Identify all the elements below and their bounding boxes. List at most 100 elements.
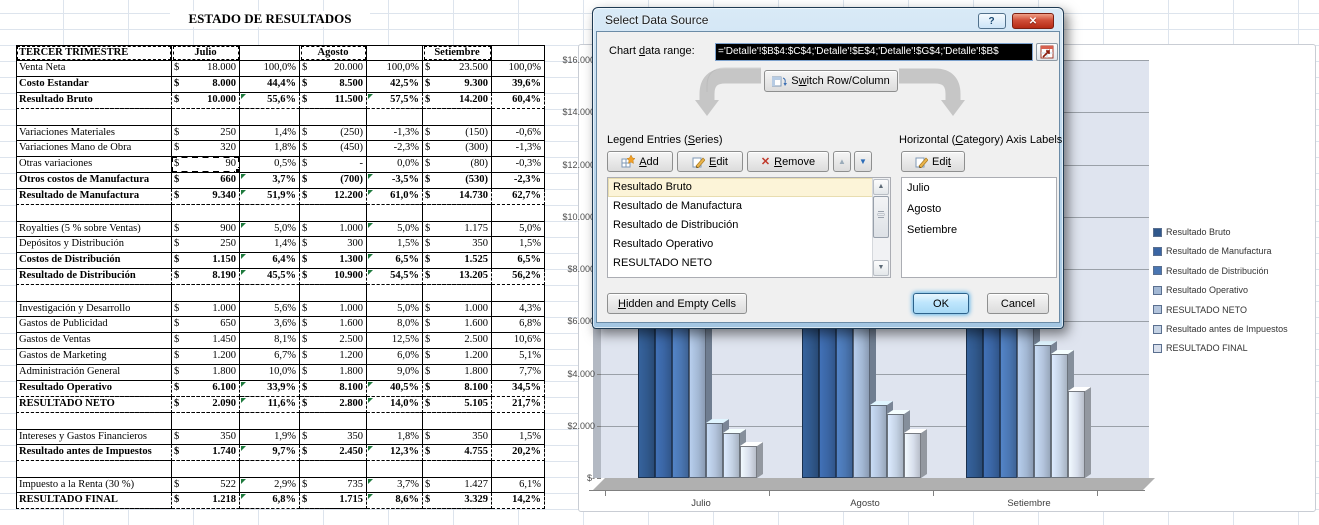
close-icon[interactable]: ✕	[1012, 12, 1054, 29]
chart-data-range-input[interactable]: ='Detalle'!$B$4:$C$4;'Detalle'!$E$4;'Det…	[715, 43, 1033, 61]
table-cell[interactable]: 60,4%	[492, 93, 545, 109]
table-cell[interactable]: $20.000	[300, 61, 367, 77]
table-cell[interactable]	[16, 285, 172, 301]
table-cell[interactable]	[492, 205, 545, 221]
table-cell[interactable]: 0,0%	[367, 157, 423, 173]
chart-bar-7-Setiembre[interactable]	[1068, 391, 1085, 478]
table-cell[interactable]: $1.450	[172, 333, 240, 349]
table-cell[interactable]: $14.200	[423, 93, 492, 109]
table-cell[interactable]: Gastos de Ventas	[16, 333, 172, 349]
table-cell[interactable]	[423, 413, 492, 429]
table-cell[interactable]: 45,5%	[240, 269, 300, 285]
chart-bar-7-Agosto[interactable]	[904, 433, 921, 478]
table-cell[interactable]	[172, 285, 240, 301]
table-cell[interactable]: 6,5%	[492, 253, 545, 269]
table-cell[interactable]: $12.200	[300, 189, 367, 205]
legend-item[interactable]: Resultado Operativo	[1153, 283, 1311, 297]
table-cell[interactable]: $ (150)	[423, 125, 492, 141]
table-cell[interactable]: 1,8%	[367, 429, 423, 445]
table-cell[interactable]: 1,5%	[492, 429, 545, 445]
table-cell[interactable]: $8.100	[423, 381, 492, 397]
table-cell[interactable]: Resultado Bruto	[16, 93, 172, 109]
table-cell[interactable]: 100,0%	[492, 61, 545, 77]
table-cell[interactable]: 6,1%	[492, 477, 545, 493]
table-cell[interactable]: 5,0%	[367, 301, 423, 317]
legend-item[interactable]: Resultado de Manufactura	[1153, 244, 1311, 258]
table-cell[interactable]: 1,4%	[240, 237, 300, 253]
table-cell[interactable]: 62,7%	[492, 189, 545, 205]
chart-bar-6-Setiembre[interactable]	[1051, 354, 1068, 478]
table-cell[interactable]: $5.105	[423, 397, 492, 413]
table-cell[interactable]: 9,0%	[367, 365, 423, 381]
table-cell[interactable]: Resultado de Manufactura	[16, 189, 172, 205]
table-cell[interactable]: $900	[172, 221, 240, 237]
table-cell[interactable]: 54,5%	[367, 269, 423, 285]
table-cell[interactable]: Agosto	[300, 45, 367, 61]
series-list-item[interactable]: Resultado Bruto	[608, 178, 873, 197]
table-cell[interactable]: 2,9%	[240, 477, 300, 493]
table-cell[interactable]	[300, 285, 367, 301]
table-cell[interactable]: $9.300	[423, 77, 492, 93]
table-cell[interactable]: $1.200	[300, 349, 367, 365]
table-cell[interactable]	[492, 45, 545, 61]
chart-bar-6-Agosto[interactable]	[887, 414, 904, 478]
edit-series-button[interactable]: Edit	[677, 151, 743, 172]
table-cell[interactable]: $23.500	[423, 61, 492, 77]
table-cell[interactable]: Variaciones Materiales	[16, 125, 172, 141]
table-cell[interactable]: 12,5%	[367, 333, 423, 349]
table-cell[interactable]: $9.340	[172, 189, 240, 205]
table-cell[interactable]: $350	[423, 429, 492, 445]
table-cell[interactable]	[300, 413, 367, 429]
table-cell[interactable]: -0,6%	[492, 125, 545, 141]
table-cell[interactable]: Administración General	[16, 365, 172, 381]
table-cell[interactable]: 8,0%	[367, 317, 423, 333]
table-cell[interactable]: -1,3%	[492, 141, 545, 157]
table-cell[interactable]: 14,2%	[492, 493, 545, 509]
table-cell[interactable]	[492, 461, 545, 477]
series-list-item[interactable]: Resultado de Manufactura	[613, 200, 743, 212]
table-cell[interactable]: $1.300	[300, 253, 367, 269]
table-cell[interactable]: $ (80)	[423, 157, 492, 173]
table-cell[interactable]: Costos de Distribución	[16, 253, 172, 269]
table-cell[interactable]: $10.900	[300, 269, 367, 285]
table-cell[interactable]: $8.000	[172, 77, 240, 93]
table-cell[interactable]: -1,3%	[367, 125, 423, 141]
edit-axis-button[interactable]: Edit	[901, 151, 965, 172]
table-cell[interactable]: $1.200	[423, 349, 492, 365]
table-cell[interactable]: -2,3%	[492, 173, 545, 189]
table-cell[interactable]	[240, 285, 300, 301]
table-cell[interactable]	[367, 285, 423, 301]
table-cell[interactable]: 3,7%	[367, 477, 423, 493]
table-cell[interactable]: -0,3%	[492, 157, 545, 173]
table-cell[interactable]: $1.150	[172, 253, 240, 269]
table-cell[interactable]: Variaciones Mano de Obra	[16, 141, 172, 157]
table-cell[interactable]: 8,1%	[240, 333, 300, 349]
table-cell[interactable]: $1.800	[172, 365, 240, 381]
table-cell[interactable]: 14,0%	[367, 397, 423, 413]
table-cell[interactable]: $1.600	[423, 317, 492, 333]
table-cell[interactable]: 1,5%	[492, 237, 545, 253]
table-cell[interactable]: $8.100	[300, 381, 367, 397]
table-cell[interactable]	[16, 461, 172, 477]
table-cell[interactable]: Setiembre	[423, 45, 492, 61]
table-cell[interactable]	[16, 109, 172, 125]
table-cell[interactable]: 6,0%	[367, 349, 423, 365]
table-cell[interactable]: $1.525	[423, 253, 492, 269]
cancel-button[interactable]: Cancel	[987, 293, 1049, 314]
table-cell[interactable]: $8.500	[300, 77, 367, 93]
table-cell[interactable]: $350	[172, 429, 240, 445]
table-cell[interactable]: 6,8%	[492, 317, 545, 333]
series-list-item[interactable]: RESULTADO NETO	[613, 257, 713, 269]
category-listbox[interactable]: Julio Agosto Setiembre	[901, 177, 1057, 278]
table-cell[interactable]	[492, 413, 545, 429]
table-cell[interactable]: $1.600	[300, 317, 367, 333]
table-cell[interactable]: Venta Neta	[16, 61, 172, 77]
table-cell[interactable]	[367, 109, 423, 125]
table-cell[interactable]: 61,0%	[367, 189, 423, 205]
table-cell[interactable]: $3.329	[423, 493, 492, 509]
category-list-item[interactable]: Setiembre	[907, 224, 958, 236]
table-cell[interactable]: -2,3%	[367, 141, 423, 157]
chart-bar-7-Julio[interactable]	[740, 446, 757, 478]
table-cell[interactable]: Resultado antes de Impuestos	[16, 445, 172, 461]
table-cell[interactable]: $2.090	[172, 397, 240, 413]
